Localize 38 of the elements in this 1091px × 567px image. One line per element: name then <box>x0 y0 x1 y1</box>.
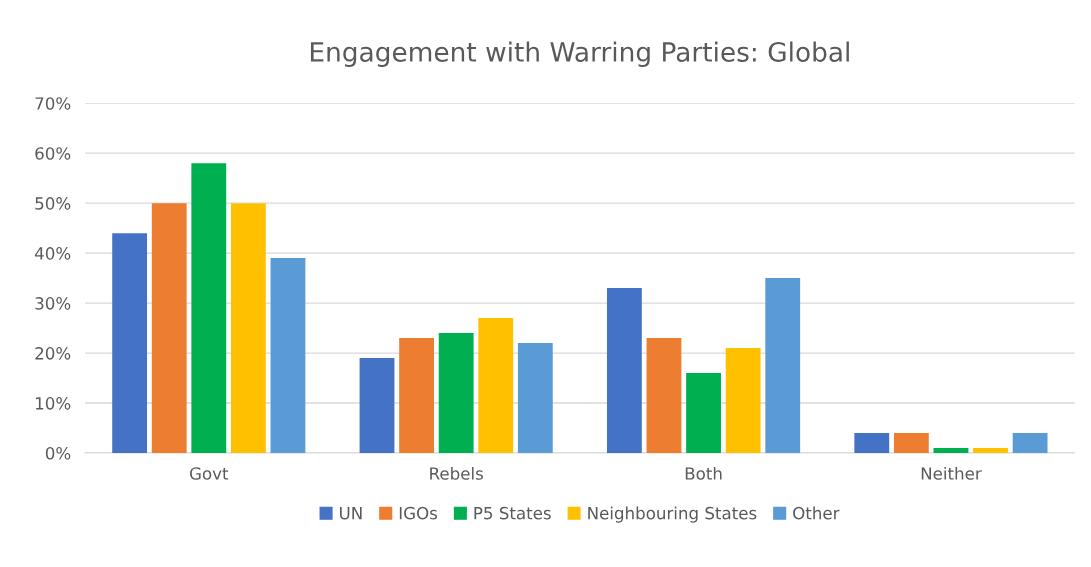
bar <box>230 203 266 454</box>
x-tick-label: Both <box>685 466 722 480</box>
x-tick-label: Govt <box>189 467 229 480</box>
bar <box>191 163 227 454</box>
bar <box>270 258 306 454</box>
legend-label: UN <box>340 507 362 520</box>
y-tick-label: 50% <box>35 197 71 210</box>
bar <box>973 448 1008 454</box>
bar <box>725 348 761 454</box>
bar <box>686 373 721 454</box>
bar <box>438 333 474 454</box>
y-tick-label: 30% <box>35 297 71 310</box>
bar <box>765 278 801 454</box>
bar <box>399 338 435 454</box>
bar <box>112 233 148 454</box>
y-tick-label: 0% <box>45 447 71 460</box>
bar <box>478 318 514 454</box>
bar <box>893 433 929 454</box>
bar <box>1012 433 1048 454</box>
chart-title: Engagement with Warring Parties: Global <box>310 41 849 68</box>
y-tick-label: 60% <box>35 147 71 160</box>
legend-label: IGOs <box>399 506 438 520</box>
bar <box>517 343 553 454</box>
bar <box>359 358 395 454</box>
bar <box>933 448 969 454</box>
bar <box>854 433 890 454</box>
y-tick-label: 20% <box>35 347 71 360</box>
legend-label: P5 States <box>474 506 551 520</box>
legend-label: Neighbouring States <box>588 506 757 523</box>
y-tick-label: 10% <box>36 397 71 410</box>
x-tick-label: Rebels <box>430 466 483 480</box>
y-tick-label: 70% <box>35 97 71 110</box>
y-tick-label: 40% <box>34 247 71 260</box>
bar <box>646 338 682 454</box>
x-tick-label: Neither <box>921 466 982 480</box>
legend-label: Other <box>793 506 840 520</box>
bar <box>151 203 187 454</box>
bar <box>606 288 642 454</box>
